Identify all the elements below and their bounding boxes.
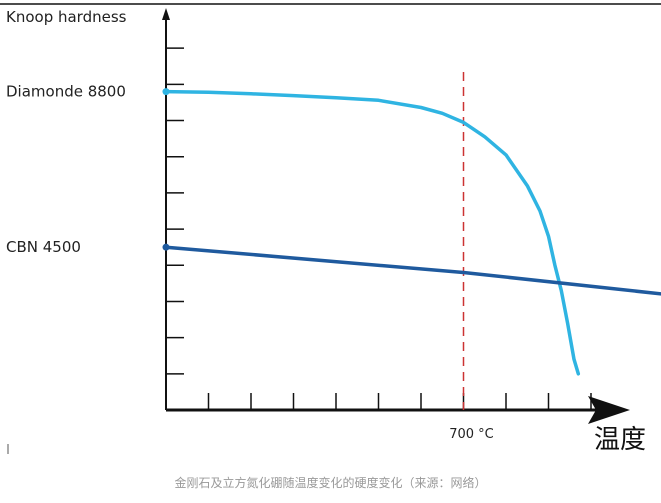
temperature-marker-label: 700 °C	[449, 427, 494, 442]
series-line-diamond	[164, 89, 581, 376]
series-start-point-diamond	[162, 88, 170, 96]
series-label-cbn: CBN 4500	[6, 238, 81, 256]
y-axis-label: Knoop hardness	[6, 8, 127, 26]
series-start-point-cbn	[162, 243, 170, 251]
series-label-diamond: Diamonde 8800	[6, 83, 126, 101]
y-ticks	[166, 47, 184, 375]
x-ticks	[207, 393, 592, 410]
figure-caption: 金刚石及立方氮化硼随温度变化的硬度变化（来源：网络）	[174, 476, 487, 490]
x-axis-label: 温度	[594, 425, 646, 455]
series-line-cbn	[164, 245, 661, 296]
y-axis-arrow	[162, 8, 170, 20]
x-axis-arrow	[588, 396, 630, 424]
